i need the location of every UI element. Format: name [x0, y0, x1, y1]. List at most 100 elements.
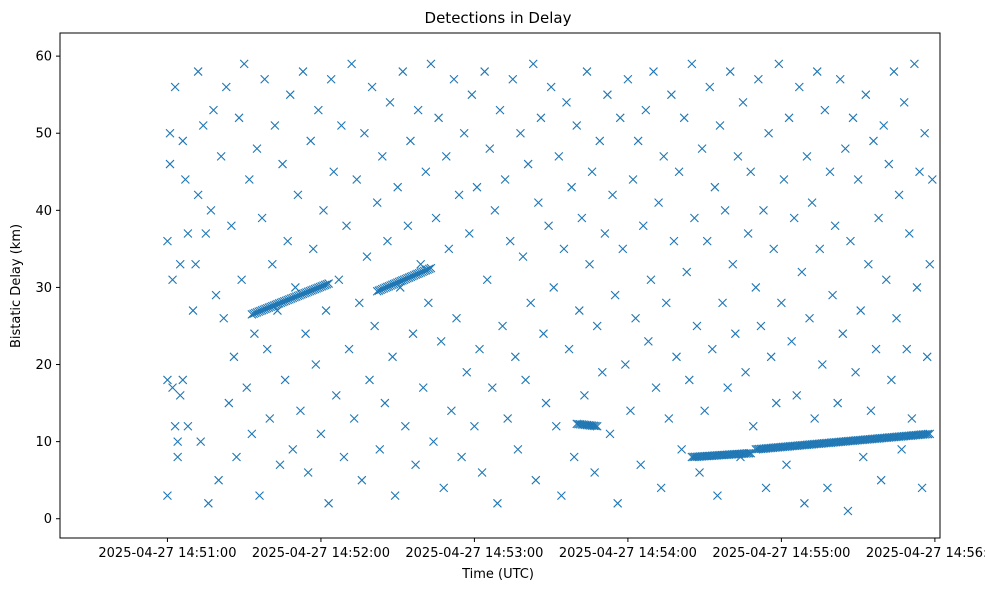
data-point: [856, 306, 866, 315]
data-point: [301, 329, 310, 339]
data-point: [592, 421, 602, 431]
data-point: [357, 475, 367, 485]
data-point: [349, 414, 359, 423]
data-point: [557, 491, 566, 500]
data-point: [262, 344, 272, 354]
data-point: [592, 321, 602, 331]
data-point: [585, 259, 594, 269]
data-point: [211, 290, 221, 300]
data-point: [480, 67, 490, 76]
data-point: [227, 221, 236, 231]
x-tick-label: 2025-04-27 14:52:00: [252, 546, 390, 561]
data-point: [196, 437, 206, 447]
data-point: [224, 398, 234, 408]
data-point: [549, 283, 559, 292]
data-point: [447, 406, 456, 416]
data-point: [853, 175, 863, 184]
data-point: [564, 344, 574, 354]
data-point: [400, 421, 410, 431]
data-point: [426, 263, 436, 273]
data-point: [782, 460, 791, 470]
data-point: [812, 67, 822, 76]
data-point: [871, 344, 881, 354]
data-point: [413, 105, 423, 115]
data-point: [567, 182, 577, 192]
data-point: [603, 90, 612, 100]
y-tick-label: 30: [35, 281, 52, 296]
data-point: [168, 275, 177, 285]
x-tick-label: 2025-04-27 14:51:00: [98, 546, 236, 561]
data-point: [643, 337, 653, 346]
data-point: [406, 136, 415, 146]
data-point: [912, 283, 922, 292]
data-point: [270, 121, 280, 130]
data-point: [636, 460, 646, 470]
data-point: [434, 113, 443, 123]
data-point: [713, 491, 722, 500]
data-point: [464, 229, 474, 238]
data-point: [792, 390, 802, 400]
data-point: [523, 159, 533, 169]
data-point: [521, 375, 530, 385]
data-point: [774, 59, 784, 69]
data-point: [659, 151, 669, 161]
data-point: [173, 437, 183, 447]
data-point: [411, 460, 420, 470]
data-point: [285, 90, 295, 100]
data-point: [216, 151, 226, 161]
data-point: [615, 113, 625, 123]
data-point: [879, 121, 889, 130]
x-tick-label: 2025-04-27 14:55:00: [712, 546, 850, 561]
data-point: [779, 175, 789, 184]
data-point: [700, 406, 710, 416]
data-point: [163, 236, 172, 246]
y-axis: 0 10 20 30 40 50 60: [35, 50, 60, 527]
data-point: [741, 367, 750, 377]
data-point: [587, 167, 597, 177]
data-point: [608, 190, 617, 200]
data-point: [777, 298, 786, 308]
data-point: [554, 151, 564, 161]
data-point: [620, 360, 630, 369]
y-tick-label: 20: [35, 358, 52, 373]
data-point: [436, 337, 446, 346]
data-point: [518, 252, 528, 261]
data-point: [398, 67, 408, 76]
data-point: [733, 151, 743, 161]
data-point: [175, 259, 185, 269]
data-point: [449, 74, 459, 84]
data-point: [178, 136, 188, 146]
data-point: [324, 498, 333, 508]
data-point: [339, 452, 349, 462]
data-point: [250, 329, 259, 339]
data-point: [533, 198, 543, 208]
data-point: [667, 90, 676, 100]
data-point: [851, 367, 860, 377]
data-point: [815, 244, 825, 254]
data-point: [313, 105, 323, 115]
data-point: [467, 90, 477, 100]
data-point: [178, 375, 188, 385]
data-point: [331, 390, 341, 400]
data-point: [203, 498, 213, 508]
data-point: [472, 182, 482, 192]
data-point: [848, 113, 858, 123]
data-point: [267, 259, 277, 269]
data-point: [702, 236, 712, 246]
data-point: [454, 190, 464, 200]
data-point: [165, 159, 175, 169]
data-point: [418, 383, 428, 393]
data-point: [748, 421, 758, 431]
data-point: [846, 236, 855, 246]
data-point: [805, 313, 814, 323]
data-point: [531, 475, 541, 485]
data-point: [170, 421, 180, 431]
data-point: [329, 167, 339, 177]
data-point: [385, 98, 395, 107]
data-point: [672, 352, 681, 362]
data-point: [572, 121, 582, 130]
data-point: [820, 105, 830, 115]
data-point: [730, 329, 740, 339]
data-point: [441, 151, 451, 161]
data-point: [290, 283, 300, 292]
